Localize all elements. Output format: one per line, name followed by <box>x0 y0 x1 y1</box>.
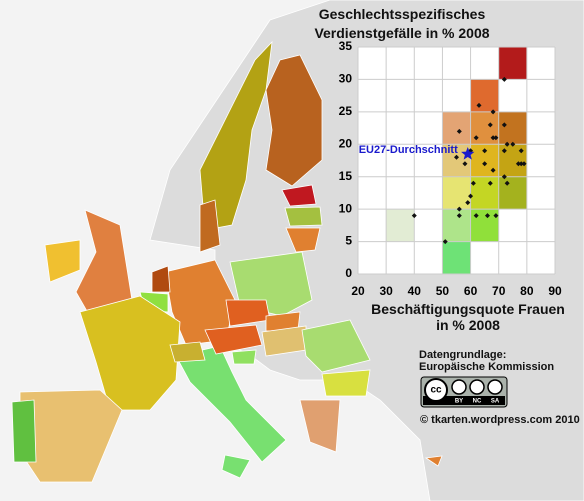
point <box>515 161 521 167</box>
average-marker <box>461 147 475 160</box>
point <box>490 135 496 141</box>
license-term: SA <box>491 399 500 405</box>
y-tick-label: 20 <box>339 136 353 150</box>
cell <box>470 111 499 145</box>
point <box>456 213 462 219</box>
license-icon <box>469 379 485 395</box>
point <box>462 161 468 167</box>
cell <box>442 176 471 210</box>
point <box>456 128 462 134</box>
cell <box>498 47 527 80</box>
license-band <box>423 396 505 405</box>
point <box>493 213 499 219</box>
point <box>476 102 482 108</box>
license-cc-circle <box>424 378 448 402</box>
license-icon <box>487 379 503 395</box>
point <box>490 167 496 173</box>
y-tick-label: 15 <box>339 169 353 183</box>
cell <box>442 111 471 145</box>
y-tick-label: 35 <box>339 39 353 53</box>
license-term: NC <box>473 399 482 405</box>
point <box>482 161 488 167</box>
license-cc: cc <box>430 385 442 396</box>
point <box>442 239 448 245</box>
x-tick-label: 70 <box>492 284 506 298</box>
point <box>473 135 479 141</box>
cell <box>442 209 471 242</box>
chart-title: Geschlechtsspezifisches Verdienstgefälle… <box>314 6 490 41</box>
cell <box>470 79 499 112</box>
y-tick-label: 0 <box>345 266 352 280</box>
countries <box>11 40 443 483</box>
cell <box>470 209 499 242</box>
point <box>518 148 524 154</box>
cell <box>498 144 527 177</box>
point <box>465 200 471 206</box>
x-tick-label: 30 <box>379 284 393 298</box>
source: Datengrundlage: Europäische Kommission <box>419 349 555 373</box>
point <box>470 180 476 186</box>
point <box>504 180 510 186</box>
copyright: © tkarten.wordpress.com 2010 <box>420 414 580 426</box>
x-axis-label: Beschäftigungsquote Frauen in % 2008 <box>371 301 565 333</box>
cell <box>498 111 527 145</box>
point <box>521 161 527 167</box>
y-tick-label: 30 <box>339 72 353 86</box>
point <box>501 148 507 154</box>
license-term: BY <box>455 399 463 405</box>
cell <box>386 209 415 242</box>
point <box>501 174 507 180</box>
y-tick-label: 25 <box>339 104 353 118</box>
point <box>411 213 417 219</box>
cell <box>498 176 527 210</box>
point <box>490 109 496 115</box>
x-tick-label: 40 <box>408 284 422 298</box>
x-tick-label: 90 <box>548 284 562 298</box>
point <box>468 193 474 199</box>
point <box>487 180 493 186</box>
cell <box>442 241 471 274</box>
point <box>504 141 510 147</box>
point <box>510 141 516 147</box>
x-tick-label: 20 <box>351 284 365 298</box>
cell <box>442 144 471 177</box>
point <box>454 154 459 160</box>
point <box>501 76 507 82</box>
point <box>518 161 524 167</box>
point <box>501 122 507 128</box>
license-icon <box>451 379 467 395</box>
point <box>484 213 490 219</box>
x-tick-label: 80 <box>520 284 534 298</box>
point <box>456 206 462 212</box>
cell <box>470 176 499 210</box>
point <box>487 122 493 128</box>
spacer <box>0 0 1 1</box>
average-label: EU27-Durchschnitt <box>359 144 458 156</box>
y-tick-label: 10 <box>339 201 353 215</box>
x-tick-label: 50 <box>436 284 450 298</box>
point <box>473 213 479 219</box>
point <box>482 148 488 154</box>
x-tick-label: 60 <box>464 284 478 298</box>
point <box>493 135 499 141</box>
y-tick-label: 5 <box>345 234 352 248</box>
